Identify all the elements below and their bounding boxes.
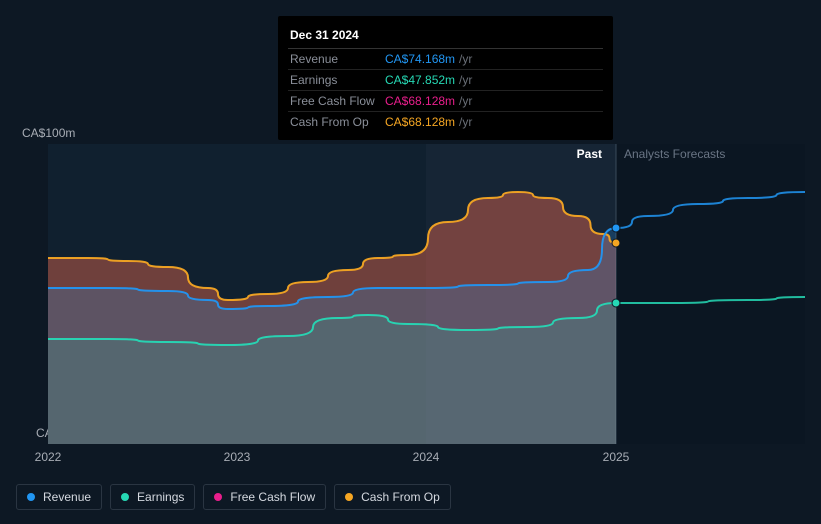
svg-text:Past: Past [577, 147, 602, 161]
tooltip-suffix: /yr [459, 73, 472, 87]
tooltip-row: Cash From Op CA$68.128m /yr [288, 112, 603, 132]
chart-container: CA$100m CA$0 PastAnalysts Forecasts [16, 120, 805, 464]
x-axis-labels: 2022 2023 2024 2025 [48, 450, 805, 470]
x-tick-label: 2022 [35, 450, 62, 464]
y-axis-max-label: CA$100m [22, 126, 75, 140]
tooltip-suffix: /yr [459, 115, 472, 129]
legend-label: Cash From Op [361, 490, 440, 504]
tooltip-label: Earnings [290, 73, 385, 87]
tooltip-row: Earnings CA$47.852m /yr [288, 70, 603, 91]
tooltip-value: CA$74.168m [385, 52, 455, 66]
tooltip-value: CA$68.128m [385, 115, 455, 129]
tooltip-value: CA$47.852m [385, 73, 455, 87]
legend-label: Free Cash Flow [230, 490, 315, 504]
x-tick-label: 2025 [603, 450, 630, 464]
tooltip-label: Revenue [290, 52, 385, 66]
legend-dot-icon [214, 493, 222, 501]
legend-dot-icon [345, 493, 353, 501]
x-tick-label: 2023 [224, 450, 251, 464]
tooltip-value: CA$68.128m [385, 94, 455, 108]
legend-item-free-cash-flow[interactable]: Free Cash Flow [203, 484, 326, 510]
chart-plot[interactable]: Past Analysts Forecasts [48, 144, 805, 444]
legend-dot-icon [121, 493, 129, 501]
legend-item-cash-from-op[interactable]: Cash From Op [334, 484, 451, 510]
tooltip-label: Cash From Op [290, 115, 385, 129]
x-tick-label: 2024 [413, 450, 440, 464]
svg-text:Analysts Forecasts: Analysts Forecasts [624, 147, 725, 161]
chart-tooltip: Dec 31 2024 Revenue CA$74.168m /yr Earni… [278, 16, 613, 140]
legend-item-earnings[interactable]: Earnings [110, 484, 195, 510]
tooltip-suffix: /yr [459, 94, 472, 108]
tooltip-label: Free Cash Flow [290, 94, 385, 108]
tooltip-row: Free Cash Flow CA$68.128m /yr [288, 91, 603, 112]
legend-label: Revenue [43, 490, 91, 504]
tooltip-date: Dec 31 2024 [288, 24, 603, 49]
chart-legend: Revenue Earnings Free Cash Flow Cash Fro… [16, 484, 451, 510]
legend-label: Earnings [137, 490, 184, 504]
legend-item-revenue[interactable]: Revenue [16, 484, 102, 510]
tooltip-row: Revenue CA$74.168m /yr [288, 49, 603, 70]
legend-dot-icon [27, 493, 35, 501]
tooltip-suffix: /yr [459, 52, 472, 66]
